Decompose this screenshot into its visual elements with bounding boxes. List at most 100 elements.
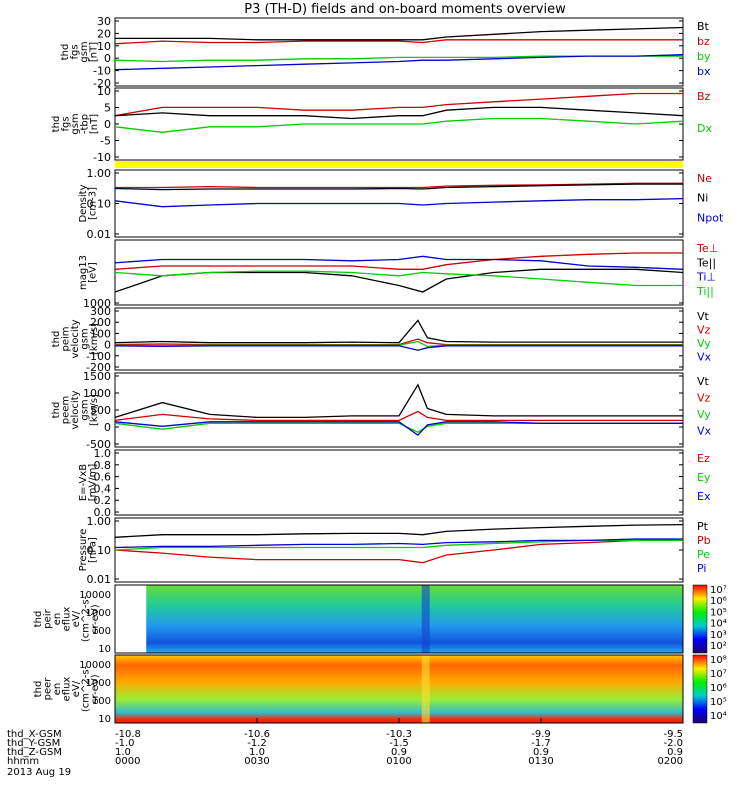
panel-2-ylabel: fgs	[61, 116, 72, 131]
panel-4-ylabel: mag13	[78, 255, 89, 290]
y-tick-label: 0.01	[87, 573, 112, 586]
y-tick-label: 500	[90, 404, 111, 417]
legend-Bz: Bz	[697, 90, 711, 103]
panel-7-ylabel: [mV/m]	[88, 464, 99, 502]
legend-Vz: Vz	[697, 392, 711, 405]
y-tick-label: 20	[97, 27, 111, 40]
panel-frame	[114, 372, 684, 448]
legend-Te⊥: Te⊥	[696, 242, 718, 255]
y-tick-label: 1.0	[94, 447, 112, 460]
series-Dx	[114, 117, 684, 133]
y-tick-label: 300	[90, 305, 111, 318]
legend-bz: bz	[697, 35, 710, 48]
panel-1-ylabel: [nT]	[89, 42, 100, 62]
y-tick-label: 1000	[83, 297, 111, 310]
y-tick-label: 0	[104, 118, 111, 131]
panel-1-ylabel: fgs	[70, 44, 81, 59]
x-tick-label: -9.9	[531, 729, 551, 740]
colorbar-tick: 10⁵	[710, 607, 727, 618]
panel-frame	[114, 584, 684, 654]
series-Ne	[115, 182, 683, 189]
colorbar-tick: 10⁷	[710, 669, 727, 680]
series-Pb	[114, 538, 684, 564]
y-tick-label: 1.00	[87, 515, 112, 528]
y-tick-label: 10000	[79, 660, 111, 671]
status-bar	[115, 161, 683, 168]
y-tick-label: -10	[93, 151, 111, 164]
panel-1-ylabel: thd	[60, 44, 71, 61]
y-tick-label: 30	[97, 15, 111, 28]
x-tick-label: -10.6	[244, 729, 270, 740]
panel-10-ylabel: thd	[33, 681, 44, 698]
y-tick-label: 0.0	[94, 506, 112, 519]
panel-frame	[114, 449, 684, 516]
legend-bx: bx	[697, 65, 711, 78]
y-tick-label: 0.8	[94, 459, 112, 472]
y-tick-label: 10	[97, 40, 111, 53]
series-Ti⊥	[114, 255, 684, 270]
spectrogram-event	[421, 655, 430, 723]
legend-Pe: Pe	[697, 548, 710, 561]
y-tick-label: 1000	[83, 387, 111, 400]
panel-5-ylabel: velocity	[70, 319, 81, 358]
panel-frame	[114, 517, 684, 583]
series-line	[114, 106, 684, 120]
spectrogram	[115, 655, 683, 723]
panel-6-ylabel: thd	[51, 402, 62, 419]
legend-Te||: Te||	[696, 256, 716, 269]
colorbar-tick: 10⁸	[710, 655, 727, 666]
y-tick-label: -500	[86, 438, 111, 451]
colorbar-tick: 10²	[710, 641, 727, 652]
legend-Vz: Vz	[697, 324, 711, 337]
panel-2-ylabel: [nT]	[89, 114, 100, 134]
panel-10-ylabel: en	[52, 683, 63, 696]
panel-9-ylabel: eflux	[62, 607, 73, 632]
series-Vy	[114, 422, 683, 433]
y-tick-label: 0	[104, 339, 111, 352]
y-tick-label: 200	[90, 316, 111, 329]
x-tick-label: -1.2	[247, 738, 267, 749]
y-tick-label: 0	[104, 421, 111, 434]
legend-Ex: Ex	[697, 490, 711, 503]
x-tick-label: -1.7	[531, 738, 551, 749]
panel-3-ylabel: Density	[78, 184, 89, 222]
series-Bt	[115, 26, 684, 41]
series-Bz	[114, 92, 683, 117]
legend-Vy: Vy	[697, 337, 711, 350]
panel-5-ylabel: [km/s]	[89, 323, 100, 355]
panel-9-ylabel: thd	[33, 611, 44, 628]
legend-Ti||: Ti||	[696, 285, 714, 298]
legend-by: by	[697, 50, 711, 63]
y-tick-label: 0	[104, 52, 111, 65]
series-Pi	[114, 538, 683, 549]
legend-Vx: Vx	[697, 425, 712, 438]
legend-Ne: Ne	[697, 172, 712, 185]
panel-5-ylabel: peim	[61, 326, 72, 351]
panel-8-ylabel: [nPa]	[88, 537, 99, 563]
spectrogram	[146, 585, 684, 653]
series-bz	[114, 39, 683, 45]
x-tick-label: -1.5	[389, 738, 409, 749]
colorbar-tick: 10⁵	[710, 697, 727, 708]
panel-6-ylabel: [km/s]	[89, 394, 100, 426]
legend-Vt: Vt	[697, 310, 710, 323]
panel-2-ylabel: gsm	[70, 113, 81, 134]
plot-title: P3 (TH-D) fields and on-board moments ov…	[244, 2, 566, 17]
panel-9-ylabel: peir	[43, 608, 54, 628]
panel-10-ylabel: peer	[43, 677, 54, 701]
date-label: 2013 Aug 19	[7, 767, 71, 778]
colorbar-tick: 10⁴	[710, 711, 727, 722]
y-tick-label: 1.00	[87, 167, 112, 180]
x-row-label: thd_Z-GSM	[7, 747, 62, 758]
y-tick-label: 0.10	[87, 544, 112, 557]
legend-Dx: Dx	[697, 122, 712, 135]
x-row-label: thd_Y-GSM	[7, 738, 60, 749]
y-tick-label: 100	[92, 696, 111, 707]
panel-3-ylabel: [cm-3]	[88, 187, 99, 220]
panel-4-ylabel: [eV]	[88, 262, 99, 283]
y-tick-label: -20	[93, 77, 111, 90]
